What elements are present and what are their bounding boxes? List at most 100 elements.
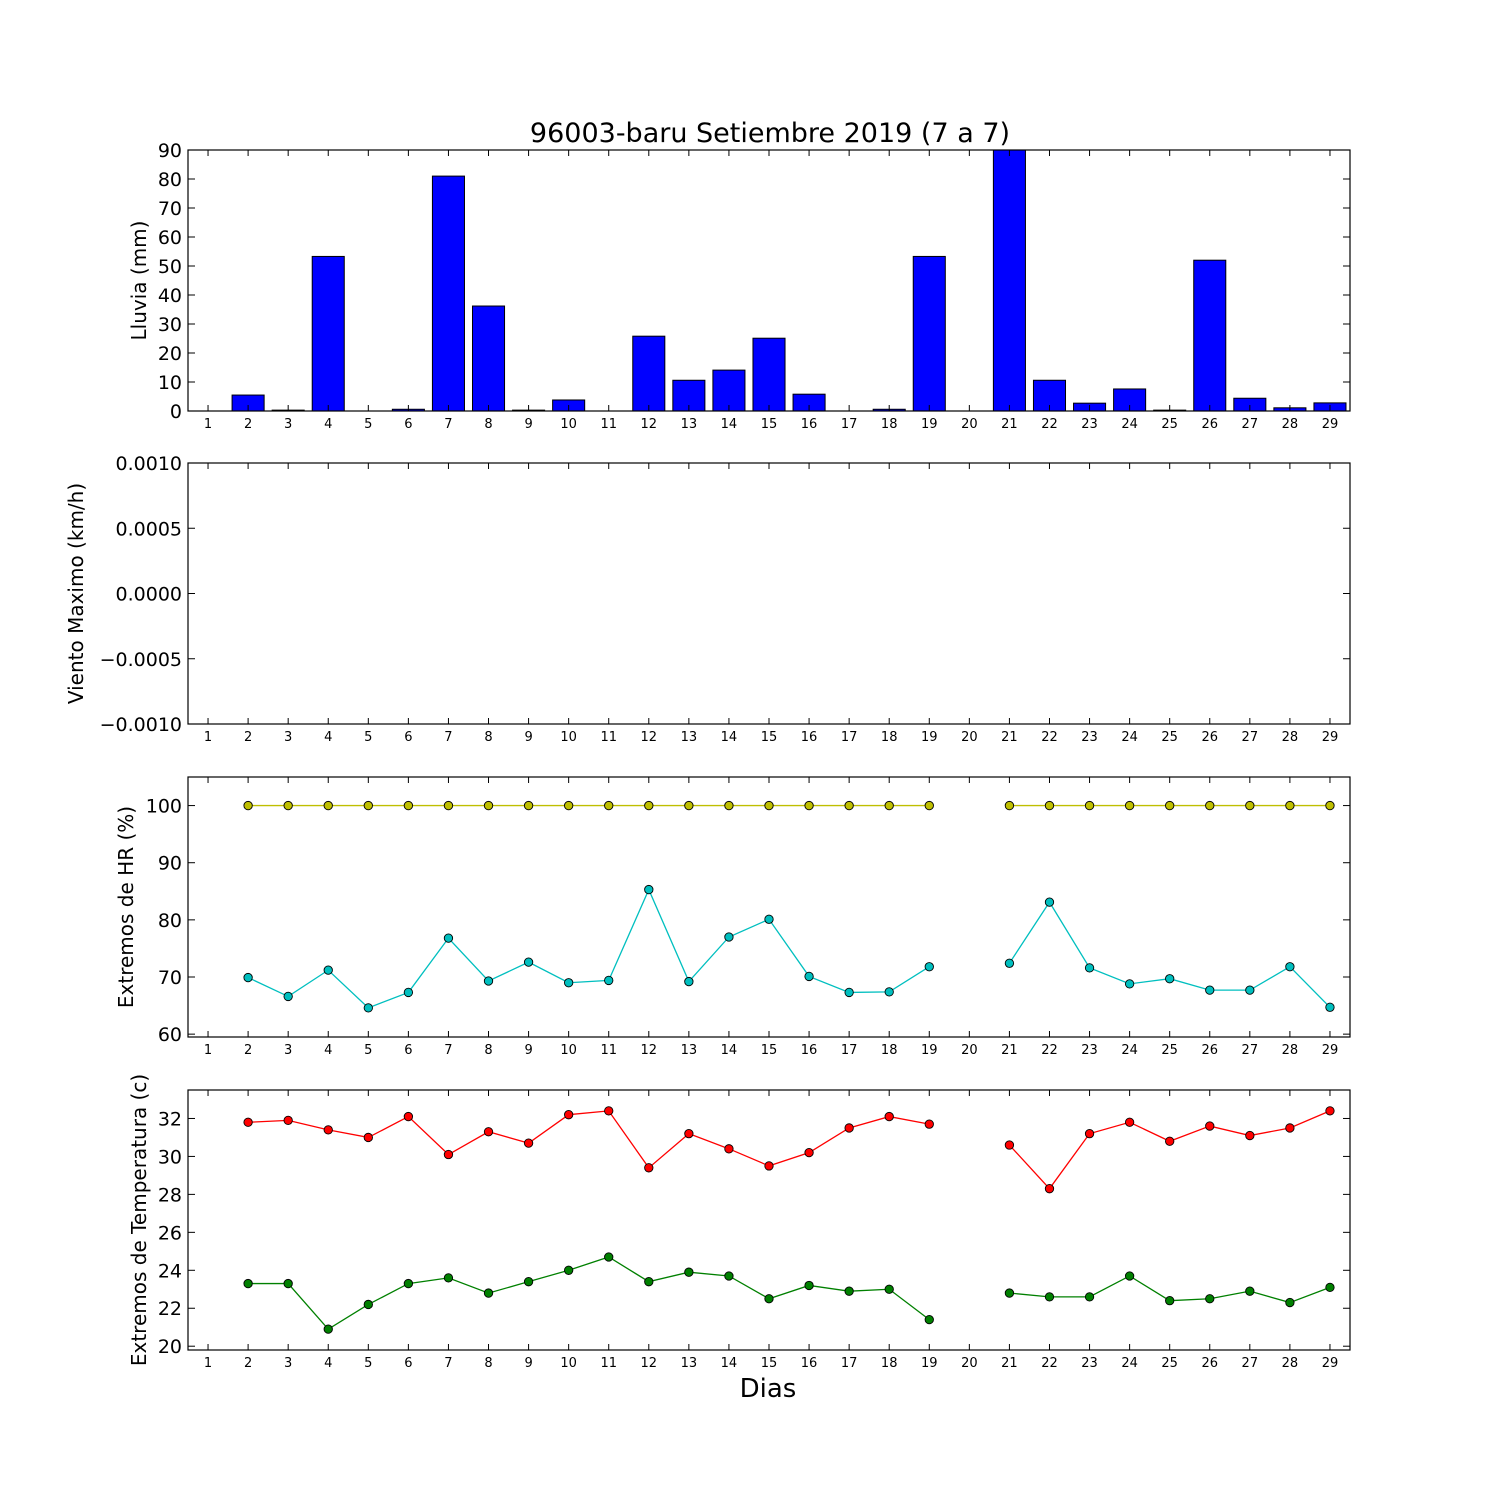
rain-y-axis-label: Lluvia (mm) (127, 221, 151, 341)
x-tick-label: 26 (1201, 417, 1218, 432)
x-tick-label: 29 (1322, 417, 1339, 432)
humidity-series-0-point (283, 800, 293, 811)
x-tick-label: 24 (1121, 1356, 1138, 1371)
x-tick-label: 28 (1282, 730, 1299, 745)
x-tick-label: 27 (1242, 730, 1259, 745)
x-tick-label: 2 (244, 417, 252, 432)
x-tick-label: 25 (1161, 1356, 1178, 1371)
rain-bar (431, 175, 465, 412)
temperature-series-0-point (1044, 1184, 1055, 1194)
humidity-series-1-point (884, 987, 894, 997)
x-tick-label: 10 (560, 730, 577, 745)
x-tick-label: 8 (484, 417, 492, 432)
x-tick-label: 24 (1121, 1043, 1138, 1058)
temperature-y-axis-label: Extremos de Temperatura (c) (127, 1074, 151, 1366)
temperature-series-0-point (684, 1128, 694, 1139)
x-tick-label: 28 (1282, 417, 1299, 432)
x-tick-label: 7 (444, 730, 452, 745)
x-tick-label: 5 (364, 1043, 372, 1058)
rain-bar (471, 305, 506, 412)
rain-bar (311, 255, 345, 412)
humidity-series-0-point (884, 800, 894, 811)
y-tick-label: 24 (158, 1260, 182, 1282)
temperature-series-1-point (1285, 1297, 1295, 1308)
temperature-series-0-point (1084, 1128, 1095, 1139)
humidity-series-0-point (363, 800, 373, 811)
temperature-series-1-point (884, 1284, 894, 1294)
x-tick-label: 11 (600, 417, 617, 432)
x-tick-label: 29 (1322, 730, 1339, 745)
x-tick-label: 1 (204, 730, 212, 745)
x-tick-label: 20 (961, 1043, 978, 1058)
temperature-series-0-point (483, 1127, 494, 1137)
temperature-series-0-point (243, 1117, 253, 1127)
temperature-series-1-point (443, 1273, 454, 1283)
x-tick-label: 21 (1001, 1356, 1018, 1371)
x-tick-label: 16 (801, 1356, 818, 1371)
humidity-series-1-point (844, 987, 854, 998)
x-tick-label: 15 (761, 1043, 778, 1058)
humidity-series-1-point (1044, 897, 1055, 907)
humidity-series-1-point (483, 976, 494, 986)
x-tick-label: 13 (681, 1043, 698, 1058)
humidity-series-0-point (724, 800, 734, 811)
humidity-series-1-point (1325, 1002, 1335, 1012)
y-tick-label: 70 (158, 967, 182, 989)
humidity-series-1-point (724, 932, 734, 942)
humidity-series-0-point (243, 800, 253, 811)
humidity-series-0-point (644, 800, 654, 811)
temperature-series-1-point (724, 1271, 734, 1281)
x-tick-label: 20 (961, 417, 978, 432)
humidity-series-0-point (1285, 800, 1295, 811)
x-tick-label: 7 (444, 1043, 452, 1058)
humidity-series-1-line (247, 887, 930, 1009)
temperature-series-0-point (924, 1119, 934, 1129)
temperature-series-1-point (1084, 1292, 1095, 1302)
chart-title: 96003-baru Setiembre 2019 (7 a 7) (530, 118, 1010, 149)
x-tick-label: 23 (1081, 1356, 1098, 1371)
humidity-series-0-point (403, 800, 414, 811)
x-tick-label: 1 (204, 1043, 212, 1058)
x-tick-label: 20 (961, 730, 978, 745)
x-tick-label: 27 (1242, 1356, 1259, 1371)
humidity-series-1-point (604, 975, 614, 986)
x-tick-label: 2 (244, 730, 252, 745)
x-tick-label: 26 (1201, 1356, 1218, 1371)
y-tick-label: 90 (158, 853, 182, 875)
x-tick-label: 23 (1081, 417, 1098, 432)
y-tick-label: 60 (158, 1024, 182, 1046)
y-tick-label: 0.0005 (116, 518, 182, 540)
humidity-series-0-point (483, 800, 494, 811)
humidity-series-0-point (924, 800, 934, 811)
x-tick-label: 17 (841, 417, 858, 432)
humidity-series-0-point (443, 800, 454, 811)
humidity-series-1-point (1004, 958, 1015, 968)
x-tick-label: 5 (364, 1356, 372, 1371)
temperature-series-0-line (248, 1110, 930, 1169)
humidity-series-1-point (323, 965, 333, 975)
humidity-series-0-point (804, 800, 814, 811)
x-tick-label: 10 (560, 417, 577, 432)
temperature-series-1-point (1325, 1282, 1335, 1293)
x-tick-label: 27 (1242, 417, 1259, 432)
x-tick-label: 22 (1041, 1356, 1058, 1371)
temperature-series-1-point (804, 1280, 814, 1291)
x-tick-label: 21 (1001, 417, 1018, 432)
humidity-series-1-point (764, 914, 774, 924)
x-tick-label: 17 (841, 1043, 858, 1058)
wind-y-axis-label: Viento Maximo (km/h) (64, 483, 88, 704)
humidity-series-1-point (523, 957, 534, 967)
temperature-series-0-point (1165, 1136, 1175, 1146)
x-tick-label: 19 (921, 1043, 938, 1058)
temperature-series-0-point (1325, 1106, 1335, 1116)
x-tick-label: 11 (600, 1043, 617, 1058)
humidity-series-0-point (1084, 800, 1095, 811)
x-tick-label: 15 (761, 1356, 778, 1371)
temperature-series-0-point (1124, 1117, 1135, 1127)
x-tick-label: 11 (600, 730, 617, 745)
temperature-series-1-point (1245, 1286, 1255, 1296)
temperature-series-0-point (1245, 1130, 1255, 1141)
humidity-series-1-point (684, 976, 694, 987)
temperature-series-1-point (604, 1252, 614, 1262)
y-tick-label: 80 (158, 169, 182, 191)
